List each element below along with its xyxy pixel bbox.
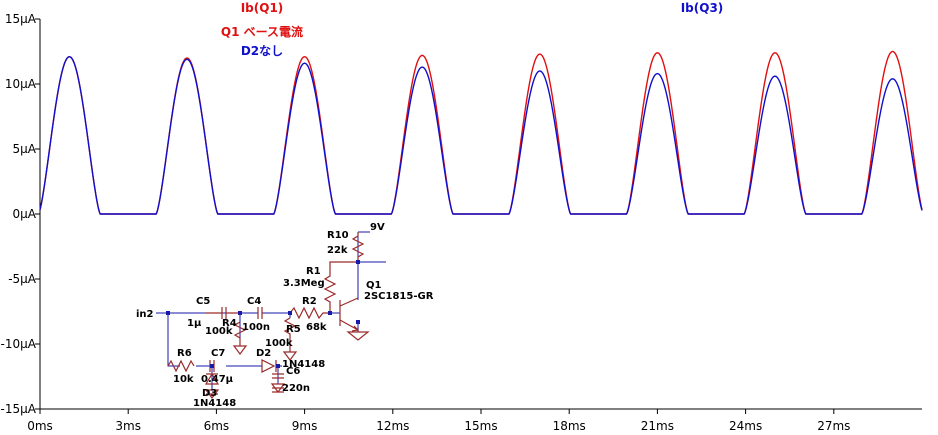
series-line-ib-q3: [39, 55, 923, 215]
label-c4: C4: [247, 296, 261, 307]
circuit-schematic: in2 C5 1µ C4 100n R4 100k R2 68k R5 100k…: [136, 222, 434, 409]
label-r5: R5: [286, 324, 301, 335]
y-axis-ticks: 15µA 10µA 5µA 0µA -5µA -10µA -15µA: [1, 12, 40, 416]
legend-ib-q1: Ib(Q1): [241, 1, 284, 15]
label-r6: R6: [177, 348, 192, 359]
x-tick-label: 6ms: [204, 419, 230, 433]
c4-symbol: [257, 307, 263, 319]
series-line-ib-q1: [39, 50, 923, 215]
label-c6: C6: [286, 366, 300, 377]
label-r2-value: 68k: [306, 322, 327, 333]
ground-symbols: [204, 331, 370, 399]
c5-symbol: [206, 307, 240, 319]
label-r1-value: 3.3Meg: [283, 278, 325, 289]
x-tick-label: 21ms: [641, 419, 674, 433]
label-c7: C7: [211, 348, 225, 359]
annotation-q1-base-current: Q1 ベース電流: [221, 24, 303, 39]
r6-symbol: [167, 359, 195, 373]
y-tick-label: 10µA: [5, 77, 37, 91]
y-tick-label: 0µA: [13, 207, 37, 221]
label-r4-value: 100k: [205, 326, 233, 337]
annotation-no-d2: D2なし: [241, 44, 283, 58]
r10-symbol: [351, 232, 365, 262]
x-tick-label: 27ms: [817, 419, 850, 433]
label-d3: D3: [202, 388, 217, 399]
c6-symbol: [272, 373, 284, 379]
q1-symbol: [339, 297, 360, 332]
label-c4-value: 100n: [242, 322, 270, 333]
legend-ib-q3: Ib(Q3): [681, 1, 724, 15]
label-c6-value: 220n: [282, 383, 310, 394]
label-r10-value: 22k: [327, 245, 348, 256]
label-r1: R1: [306, 266, 321, 277]
label-r2: R2: [302, 296, 317, 307]
label-d3-value: 1N4148: [193, 398, 236, 409]
series-lines: [39, 50, 923, 215]
x-tick-label: 24ms: [729, 419, 762, 433]
label-r6-value: 10k: [173, 374, 194, 385]
label-r5-value: 100k: [265, 338, 293, 349]
x-tick-label: 3ms: [115, 419, 141, 433]
label-c5: C5: [196, 296, 210, 307]
x-tick-label: 9ms: [292, 419, 318, 433]
x-tick-label: 15ms: [464, 419, 497, 433]
label-r10: R10: [327, 230, 349, 241]
r1-symbol: [323, 261, 358, 313]
d3-symbol: [204, 372, 220, 385]
y-tick-label: 5µA: [13, 142, 37, 156]
x-tick-label: 18ms: [553, 419, 586, 433]
x-tick-label: 0ms: [27, 419, 53, 433]
label-vcc: 9V: [370, 222, 385, 233]
y-tick-label: -10µA: [1, 337, 37, 351]
y-tick-label: -15µA: [1, 402, 37, 416]
x-axis-ticks: 0ms 3ms 6ms 9ms 12ms 15ms 18ms 21ms 24ms 27ms: [27, 409, 850, 433]
r2-symbol: [289, 306, 330, 320]
label-q1-value: 2SC1815-GR: [364, 291, 434, 302]
label-q1: Q1: [366, 280, 382, 291]
r4-symbol: [233, 321, 247, 346]
y-tick-label: 15µA: [5, 12, 37, 26]
x-tick-label: 12ms: [376, 419, 409, 433]
label-d2: D2: [256, 348, 271, 359]
y-tick-label: -5µA: [8, 272, 37, 286]
label-in2: in2: [136, 309, 154, 320]
d2-symbol: [261, 359, 277, 373]
label-d2-value: 1N4148: [282, 359, 325, 370]
r5-symbol: [283, 317, 297, 352]
label-r4: R4: [222, 318, 237, 329]
label-c7-value: 0.47µ: [201, 374, 234, 385]
label-c5-value: 1µ: [187, 318, 202, 329]
